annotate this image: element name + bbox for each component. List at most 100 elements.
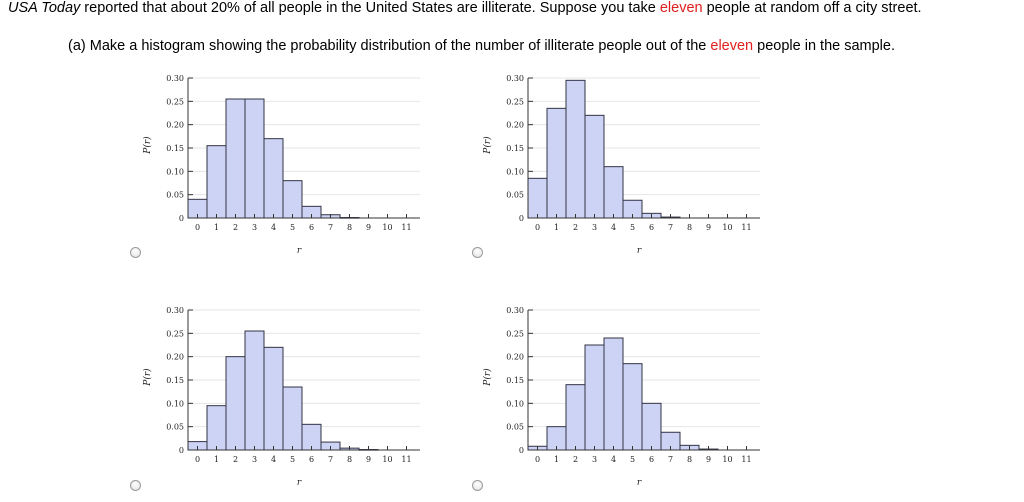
histogram-bar-2	[225, 98, 246, 219]
y-tick-label: 0	[179, 214, 184, 223]
x-tick-label: 10	[382, 455, 392, 464]
x-tick-label: 6	[309, 455, 314, 464]
x-tick-label: 8	[687, 455, 692, 464]
x-tick-label: 3	[592, 223, 597, 232]
y-tick-label: 0	[179, 446, 184, 455]
y-tick-label: 0	[519, 214, 524, 223]
y-tick-label: 0.15	[166, 144, 184, 153]
y-tick-label: 0.10	[506, 167, 524, 176]
histogram-chart-c: 0 0.05 0.10 0.15 0.20 0.25 0.30 0 1 2 3 4 5 6 7 8 9 10 11 r…	[142, 306, 420, 488]
x-tick-label: 6	[309, 223, 314, 232]
x-tick-label: 7	[668, 223, 673, 232]
x-tick-label: 7	[328, 223, 333, 232]
x-tick-label: 9	[366, 223, 371, 232]
y-tick-label: 0.20	[166, 121, 184, 130]
x-axis-label: r	[297, 246, 302, 256]
x-tick-label: 9	[706, 223, 711, 232]
x-tick-label: 11	[741, 223, 751, 232]
x-tick-label: 8	[347, 223, 352, 232]
x-tick-label: 0	[195, 455, 200, 464]
histogram-chart-d: 0 0.05 0.10 0.15 0.20 0.25 0.30 0 1 2 3 4 5 6 7 8 9 10 11 r…	[482, 306, 760, 488]
x-tick-label: 0	[535, 223, 540, 232]
histogram-bar-2	[565, 79, 586, 219]
y-tick-label: 0.10	[506, 399, 524, 408]
histogram-bar-3	[244, 98, 265, 219]
y-tick-label: 0.05	[506, 191, 524, 200]
x-tick-label: 1	[554, 223, 559, 232]
histogram-bar-5	[622, 363, 643, 451]
x-tick-label: 1	[214, 455, 219, 464]
x-tick-label: 7	[668, 455, 673, 464]
x-axis-label: r	[637, 478, 642, 488]
x-tick-label: 6	[649, 223, 654, 232]
y-tick-label: 0	[519, 446, 524, 455]
x-tick-label: 4	[611, 223, 616, 232]
radio-option-d[interactable]	[472, 480, 483, 491]
x-tick-label: 5	[630, 455, 635, 464]
x-tick-label: 5	[290, 455, 295, 464]
x-tick-label: 3	[252, 455, 257, 464]
histogram-chart-a: 0 0.05 0.10 0.15 0.20 0.25 0.30 0 1 2 3 4 5 6 7 8 9 10 11 r…	[142, 74, 420, 256]
y-tick-label: 0.15	[506, 376, 524, 385]
question-text-a: reported that about 20% of all people in…	[80, 0, 660, 16]
x-tick-label: 2	[573, 223, 578, 232]
x-tick-label: 1	[214, 223, 219, 232]
x-tick-label: 4	[271, 455, 276, 464]
histogram-bar-4	[603, 166, 624, 219]
histogram-bar-3	[584, 114, 605, 219]
histogram-bar-2	[225, 356, 246, 451]
x-tick-label: 10	[722, 223, 732, 232]
histogram-option-c: 0 0.05 0.10 0.15 0.20 0.25 0.30 0 1 2 3 4 5 6 7 8 9 10 11 r…	[130, 298, 430, 498]
radio-option-c[interactable]	[130, 480, 141, 491]
x-tick-label: 9	[706, 455, 711, 464]
y-tick-label: 0.20	[506, 353, 524, 362]
histogram-bar-1	[206, 405, 227, 451]
highlight-eleven: eleven	[659, 0, 703, 16]
x-axis-label: r	[637, 246, 642, 256]
radio-option-a[interactable]	[130, 247, 141, 258]
x-tick-label: 10	[382, 223, 392, 232]
x-tick-label: 11	[401, 455, 411, 464]
y-tick-label: 0.30	[166, 74, 184, 83]
x-tick-label: 5	[630, 223, 635, 232]
x-tick-label: 5	[290, 223, 295, 232]
x-tick-label: 7	[328, 455, 333, 464]
y-axis-label: P(r)	[482, 136, 493, 155]
radio-option-b[interactable]	[472, 247, 483, 258]
y-tick-label: 0.10	[166, 167, 184, 176]
y-tick-label: 0.20	[506, 121, 524, 130]
histogram-bar-2	[565, 384, 586, 451]
question-text-b: people at random off a city street.	[702, 0, 922, 16]
y-tick-label: 0.25	[166, 97, 184, 106]
histogram-option-a: 0 0.05 0.10 0.15 0.20 0.25 0.30 0 1 2 3 4 5 6 7 8 9 10 11 r…	[130, 66, 430, 266]
y-tick-label: 0.10	[166, 399, 184, 408]
x-tick-label: 8	[347, 455, 352, 464]
histogram-option-d: 0 0.05 0.10 0.15 0.20 0.25 0.30 0 1 2 3 4 5 6 7 8 9 10 11 r…	[470, 298, 770, 498]
y-axis-label: P(r)	[482, 368, 493, 387]
x-tick-label: 4	[271, 223, 276, 232]
histogram-bar-0	[527, 177, 548, 219]
y-tick-label: 0.25	[506, 97, 524, 106]
x-tick-label: 4	[611, 455, 616, 464]
histogram-bar-4	[263, 346, 284, 451]
x-tick-label: 3	[252, 223, 257, 232]
y-tick-label: 0.05	[166, 191, 184, 200]
x-tick-label: 6	[649, 455, 654, 464]
histogram-option-b: 0 0.05 0.10 0.15 0.20 0.25 0.30 0 1 2 3 4 5 6 7 8 9 10 11 r…	[470, 66, 770, 266]
x-tick-label: 0	[535, 455, 540, 464]
y-tick-label: 0.30	[506, 306, 524, 315]
histogram-bar-3	[244, 330, 265, 451]
x-tick-label: 8	[687, 223, 692, 232]
y-axis-label: P(r)	[142, 368, 153, 387]
histogram-bar-6	[641, 402, 662, 451]
x-tick-label: 10	[722, 455, 732, 464]
part-a-text-a: (a) Make a histogram showing the probabi…	[68, 38, 711, 54]
y-tick-label: 0.30	[506, 74, 524, 83]
part-a-highlight: eleven	[710, 38, 754, 54]
y-tick-label: 0.15	[166, 376, 184, 385]
y-tick-label: 0.25	[506, 329, 524, 338]
histogram-bar-3	[584, 344, 605, 451]
y-tick-label: 0.15	[506, 144, 524, 153]
histogram-bar-1	[546, 107, 567, 219]
histogram-bar-1	[206, 145, 227, 219]
